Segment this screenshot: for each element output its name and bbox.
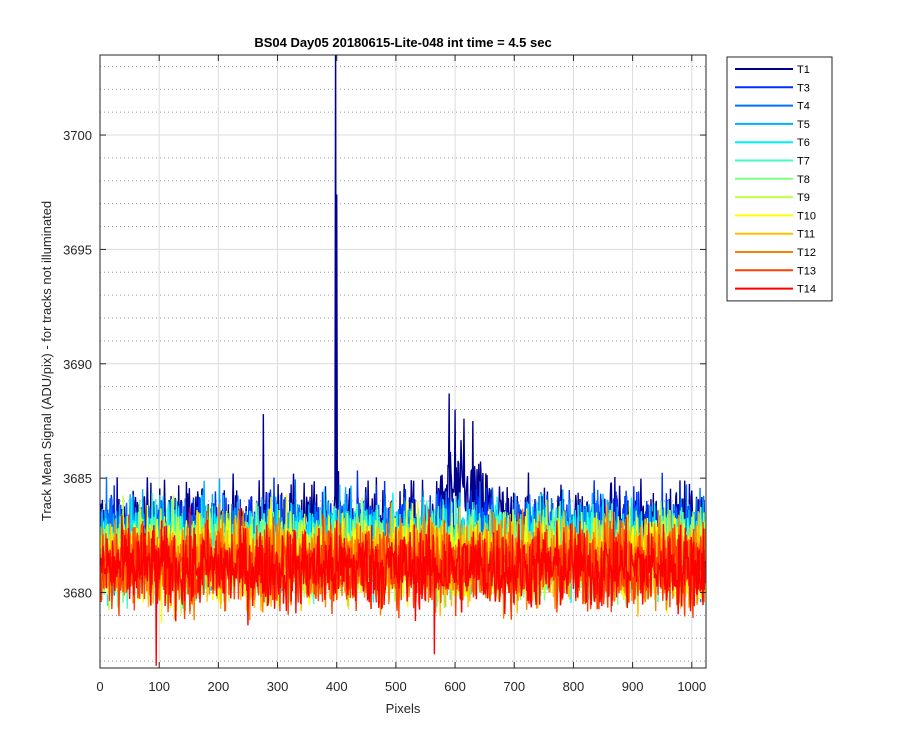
x-tick-label: 700 (503, 679, 525, 694)
legend: T1 T3 T4 T5 T6 T7 T8 T9 T10 T11 T12 T13 T14 (726, 56, 833, 302)
legend-label-t9: T9 (797, 192, 810, 204)
legend-label-t4: T4 (797, 101, 810, 113)
ticks: 0 100 200 300 400 500 600 700 800 900 1000 3680 3685… (63, 55, 706, 694)
chart-title: BS04 Day05 20180615-Lite-048 int time = … (254, 35, 551, 50)
legend-label-t8: T8 (797, 174, 810, 186)
y-tick-label: 3685 (63, 471, 92, 486)
y-tick-label: 3700 (63, 128, 92, 143)
x-tick-label: 1000 (677, 679, 706, 694)
legend-label-t7: T7 (797, 156, 810, 168)
legend-label-t3: T3 (797, 82, 810, 94)
legend-label-t6: T6 (797, 137, 810, 149)
x-tick-label: 900 (622, 679, 644, 694)
x-tick-label: 400 (326, 679, 348, 694)
y-tick-label: 3690 (63, 357, 92, 372)
legend-label-t12: T12 (797, 247, 816, 259)
x-tick-label: 200 (208, 679, 230, 694)
series-lines (100, 55, 706, 666)
legend-label-t1: T1 (797, 64, 810, 76)
legend-label-t13: T13 (797, 265, 816, 277)
y-tick-label: 3695 (63, 242, 92, 257)
legend-label-t5: T5 (797, 119, 810, 131)
legend-label-t10: T10 (797, 210, 816, 222)
x-tick-label: 100 (148, 679, 170, 694)
x-tick-label: 300 (267, 679, 289, 694)
x-tick-label: 0 (96, 679, 103, 694)
plot-area (100, 55, 706, 666)
y-tick-label: 3680 (63, 586, 92, 601)
x-axis-label: Pixels (386, 701, 421, 716)
x-tick-label: 500 (385, 679, 407, 694)
y-axis-label: Track Mean Signal (ADU/pix) - for tracks… (39, 201, 54, 521)
x-tick-label: 800 (563, 679, 585, 694)
axes-box (99, 54, 707, 669)
series-line-t14 (100, 506, 706, 666)
x-tick-label: 600 (444, 679, 466, 694)
legend-label-t11: T11 (797, 229, 815, 241)
legend-label-t14: T14 (797, 284, 816, 296)
